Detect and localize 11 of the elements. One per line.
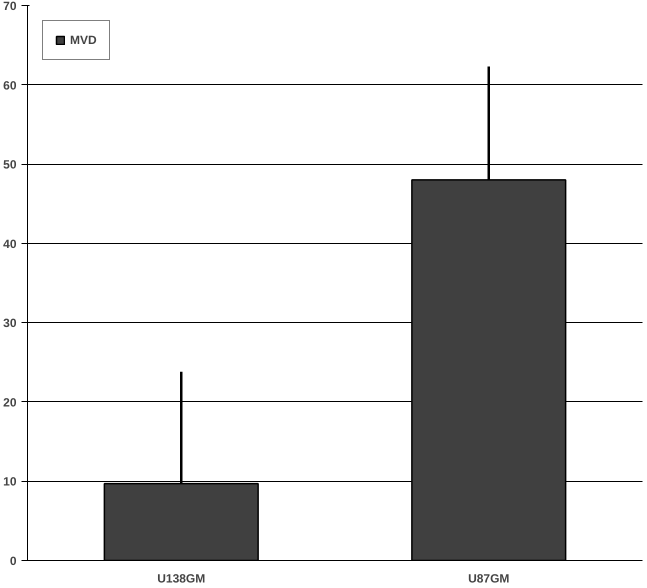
y-tick-label: 20 — [3, 395, 17, 410]
y-tick-label: 30 — [3, 316, 17, 330]
y-tick-label: 40 — [3, 236, 17, 251]
y-tick-label: 10 — [3, 474, 17, 489]
x-tick-label: U87GM — [468, 572, 510, 586]
legend-label: MVD — [70, 33, 97, 47]
y-tick-label: 70 — [3, 0, 17, 13]
y-tick-label: 60 — [3, 78, 17, 92]
y-tick-label: 0 — [10, 554, 17, 568]
x-tick-label: U138GM — [157, 572, 206, 586]
y-tick-label: 50 — [3, 158, 17, 172]
